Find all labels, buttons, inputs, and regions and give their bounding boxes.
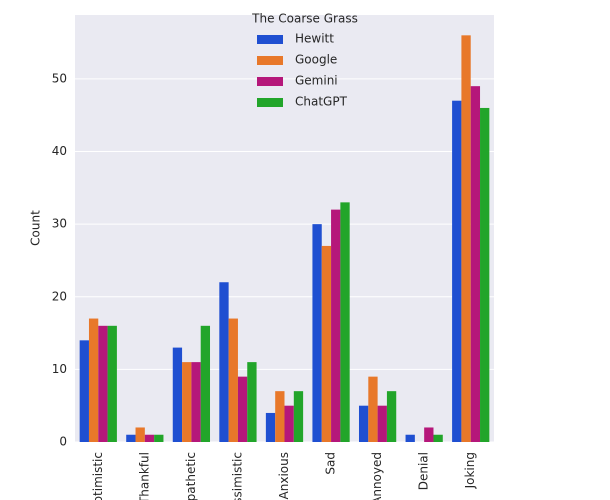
bar — [126, 434, 136, 442]
bar — [433, 434, 443, 442]
bar — [470, 86, 481, 443]
bar — [200, 325, 211, 442]
x-tick-label: Anxious — [277, 452, 291, 499]
legend-swatch — [257, 56, 283, 65]
bar — [386, 391, 397, 442]
bar — [405, 434, 415, 442]
legend-title: The Coarse Grass — [251, 12, 358, 26]
bar — [377, 405, 387, 442]
plot-area — [75, 15, 494, 442]
x-tick-label: Empathetic — [184, 452, 198, 500]
bar — [247, 362, 257, 442]
y-axis-label: Count — [29, 210, 43, 246]
bar — [368, 376, 378, 442]
legend-swatch — [257, 98, 283, 107]
bar — [219, 282, 229, 442]
legend-swatch — [257, 35, 283, 44]
bar — [135, 427, 145, 442]
bar — [228, 318, 238, 442]
bar — [182, 362, 192, 442]
y-tick-label: 20 — [52, 289, 67, 303]
bar — [452, 100, 462, 442]
bar — [424, 427, 434, 442]
legend-swatch — [257, 77, 283, 86]
x-tick-label: Denial — [417, 452, 431, 490]
bar — [265, 412, 276, 442]
bar — [172, 347, 183, 442]
bar — [461, 35, 471, 442]
y-tick-label: 0 — [59, 435, 67, 449]
x-tick-label: Sad — [324, 452, 338, 475]
x-tick-label: Annoyed — [370, 452, 384, 500]
bar — [293, 391, 304, 442]
bar — [331, 209, 341, 442]
x-tick-label: Joking — [463, 452, 477, 489]
bar — [284, 405, 294, 442]
y-tick-label: 10 — [52, 362, 67, 376]
bar — [480, 107, 490, 442]
bar — [358, 405, 369, 442]
x-tick-label: Optimistic — [91, 452, 105, 500]
legend-label: Gemini — [295, 74, 338, 88]
bar — [237, 376, 248, 442]
bar — [154, 434, 164, 442]
y-tick-label: 50 — [52, 71, 67, 85]
bar — [144, 434, 155, 442]
bar — [321, 245, 332, 442]
bar — [98, 325, 108, 442]
bar — [312, 224, 322, 442]
bar — [88, 318, 99, 442]
bar — [191, 362, 201, 442]
y-tick-label: 30 — [52, 217, 67, 231]
bar — [107, 325, 117, 442]
legend-label: Hewitt — [295, 32, 334, 46]
y-tick-label: 40 — [52, 144, 67, 158]
bar — [340, 202, 350, 442]
legend-label: ChatGPT — [295, 95, 348, 109]
bar — [79, 340, 89, 442]
x-tick-label: Thankful — [137, 452, 151, 500]
bar — [275, 391, 285, 442]
x-tick-label: Pessimistic — [230, 452, 244, 500]
legend-label: Google — [295, 53, 337, 67]
